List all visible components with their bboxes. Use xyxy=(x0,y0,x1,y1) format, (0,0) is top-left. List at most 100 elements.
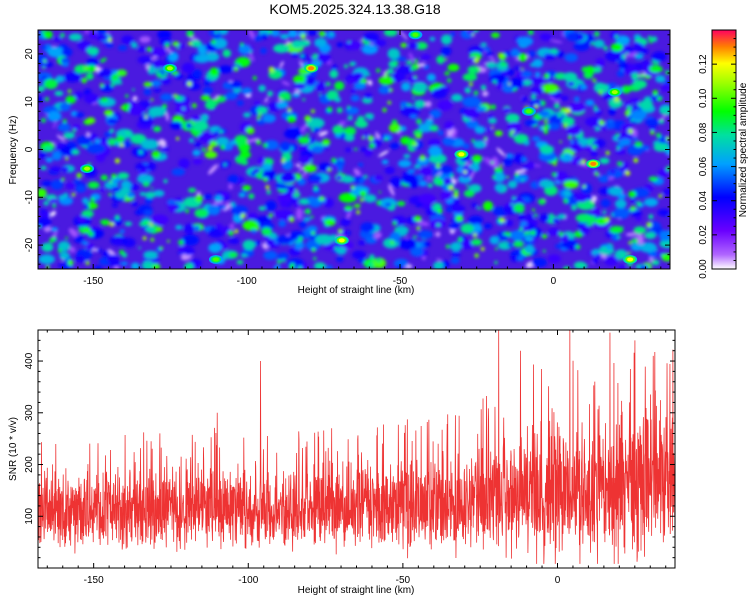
heatmap-cell xyxy=(494,130,503,137)
heatmap-core xyxy=(108,193,112,197)
heatmap-cell xyxy=(344,205,353,211)
heatmap-cell xyxy=(291,39,304,49)
heatmap-cell xyxy=(63,132,75,139)
heatmap-cell xyxy=(632,79,647,89)
heatmap-core xyxy=(435,163,441,169)
heatmap-core xyxy=(194,133,198,138)
heatmap-cell xyxy=(462,143,470,150)
heatmap-cell xyxy=(649,125,657,130)
heatmap-core xyxy=(628,241,632,245)
heatmap-core xyxy=(88,231,94,237)
heatmap-cell xyxy=(420,166,433,176)
heatmap-core xyxy=(52,203,57,208)
heatmap-cell xyxy=(615,148,627,155)
heatmap-cell xyxy=(286,115,297,123)
heatmap-core xyxy=(508,82,511,86)
heatmap-cell xyxy=(639,99,653,110)
heatmap-cell xyxy=(547,122,561,131)
heatmap-cell xyxy=(593,39,605,48)
heatmap-cell xyxy=(343,126,357,136)
heatmap-core xyxy=(542,249,546,253)
heatmap-core xyxy=(651,36,658,42)
heatmap-core xyxy=(518,227,523,232)
heatmap-cell xyxy=(388,123,401,133)
heatmap-core xyxy=(167,239,170,243)
heatmap-cell xyxy=(96,33,108,42)
colorbar-label: Normalized spectral amplitude xyxy=(738,82,749,217)
heatmap-core xyxy=(85,261,90,265)
heatmap-cell xyxy=(600,199,611,208)
heatmap-cell xyxy=(462,165,470,171)
heatmap-cell xyxy=(294,241,305,250)
heatmap-cell xyxy=(606,244,613,250)
heatmap-cell xyxy=(496,83,503,90)
heatmap-cell xyxy=(183,246,195,256)
heatmap-cell xyxy=(383,30,398,37)
heatmap-cell xyxy=(129,99,137,107)
heatmap-cell xyxy=(444,71,450,76)
heatmap-core xyxy=(463,170,468,174)
heatmap-low-cell xyxy=(49,210,57,217)
heatmap-low-cell xyxy=(482,91,489,97)
heatmap-cell xyxy=(85,72,94,80)
heatmap-cell xyxy=(447,63,460,72)
heatmap-core xyxy=(337,228,343,234)
heatmap-cell xyxy=(563,189,572,197)
heatmap-core xyxy=(533,213,538,218)
heatmap-core xyxy=(457,237,463,242)
colorbar-ticks: 0.00 0.02 0.04 0.06 0.08 0.10 0.12 xyxy=(698,38,736,279)
heatmap-cell xyxy=(144,191,156,199)
heatmap-core xyxy=(387,100,392,105)
heatmap-cell xyxy=(120,261,128,266)
heatmap-cell xyxy=(630,243,643,251)
heatmap-x-axis-label: Height of straight line (km) xyxy=(298,285,415,296)
heatmap-cell xyxy=(329,69,339,79)
snr-x-tick-label: -100 xyxy=(238,575,258,586)
heatmap-core xyxy=(257,112,262,117)
heatmap-cell xyxy=(429,109,442,119)
heatmap-core xyxy=(449,186,454,191)
heatmap-core xyxy=(416,118,422,125)
heatmap-core xyxy=(575,244,581,250)
heatmap-cell xyxy=(131,201,139,207)
snr-x-tick-label: 0 xyxy=(555,575,561,586)
heatmap-cell xyxy=(261,163,273,171)
heatmap-cell xyxy=(71,149,80,155)
heatmap-cell xyxy=(541,234,548,239)
heatmap-cell xyxy=(639,242,657,253)
heatmap-cell xyxy=(273,43,290,54)
heatmap-cell xyxy=(216,95,227,103)
heatmap-core xyxy=(382,107,387,113)
heatmap-cell xyxy=(311,231,316,236)
heatmap-core xyxy=(624,170,631,176)
heatmap-cell xyxy=(610,42,623,52)
heatmap-cell xyxy=(493,172,506,183)
heatmap-cell xyxy=(110,73,119,81)
snr-y-axis-label: SNR (10 * v/v) xyxy=(8,417,19,481)
heatmap-core xyxy=(99,83,104,88)
heatmap-cell xyxy=(117,172,130,180)
heatmap-cell xyxy=(204,151,218,159)
heatmap-cell xyxy=(489,235,500,245)
heatmap-cell xyxy=(410,114,417,119)
heatmap-cell xyxy=(101,250,110,258)
heatmap-cell xyxy=(124,221,133,226)
heatmap-cell xyxy=(483,223,493,229)
heatmap-cell xyxy=(260,47,267,54)
heatmap-cell xyxy=(192,149,201,157)
heatmap-cell xyxy=(41,242,54,252)
heatmap-core xyxy=(319,196,325,201)
heatmap-x-tick-label: -100 xyxy=(237,276,257,287)
heatmap-core xyxy=(466,184,469,188)
heatmap-low-cell xyxy=(514,169,527,173)
heatmap-core xyxy=(480,84,487,91)
heatmap-cell xyxy=(374,175,383,182)
heatmap-cell xyxy=(100,97,109,103)
heatmap-core xyxy=(268,213,273,218)
heatmap-cell xyxy=(418,193,437,205)
heatmap-low-cell xyxy=(246,137,260,143)
heatmap-cell xyxy=(38,152,47,159)
heatmap-core xyxy=(300,54,304,58)
heatmap-cell xyxy=(207,204,221,216)
